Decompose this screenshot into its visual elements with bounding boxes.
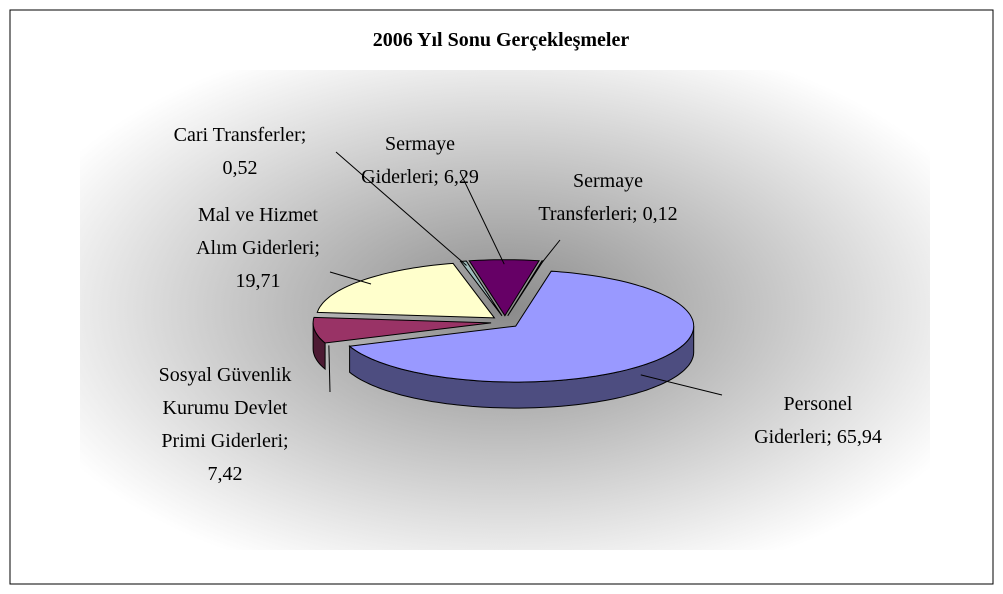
leader-line	[640, 374, 723, 396]
data-label: Personel Giderleri; 65,94	[754, 393, 882, 448]
slice	[312, 316, 492, 344]
data-label: Sermaye Transferleri; 0,12	[538, 170, 677, 225]
leader-line	[328, 345, 331, 393]
slice	[459, 260, 503, 317]
leader-line	[329, 271, 372, 285]
data-label: Mal ve Hizmet Alım Giderleri; 19,71	[196, 204, 320, 292]
slice	[507, 260, 545, 317]
slice	[348, 270, 695, 383]
data-label: Cari Transferler; 0,52	[174, 124, 307, 179]
leader-line	[459, 171, 505, 265]
leader-line	[335, 151, 467, 266]
slice	[468, 259, 540, 317]
data-label: Sermaye Giderleri; 6,29	[361, 133, 479, 188]
leader-line	[539, 239, 561, 266]
chart-title: 2006 Yıl Sonu Gerçekleşmeler	[373, 29, 630, 51]
data-label: Sosyal Güvenlik Kurumu Devlet Primi Giderl…	[159, 364, 292, 485]
